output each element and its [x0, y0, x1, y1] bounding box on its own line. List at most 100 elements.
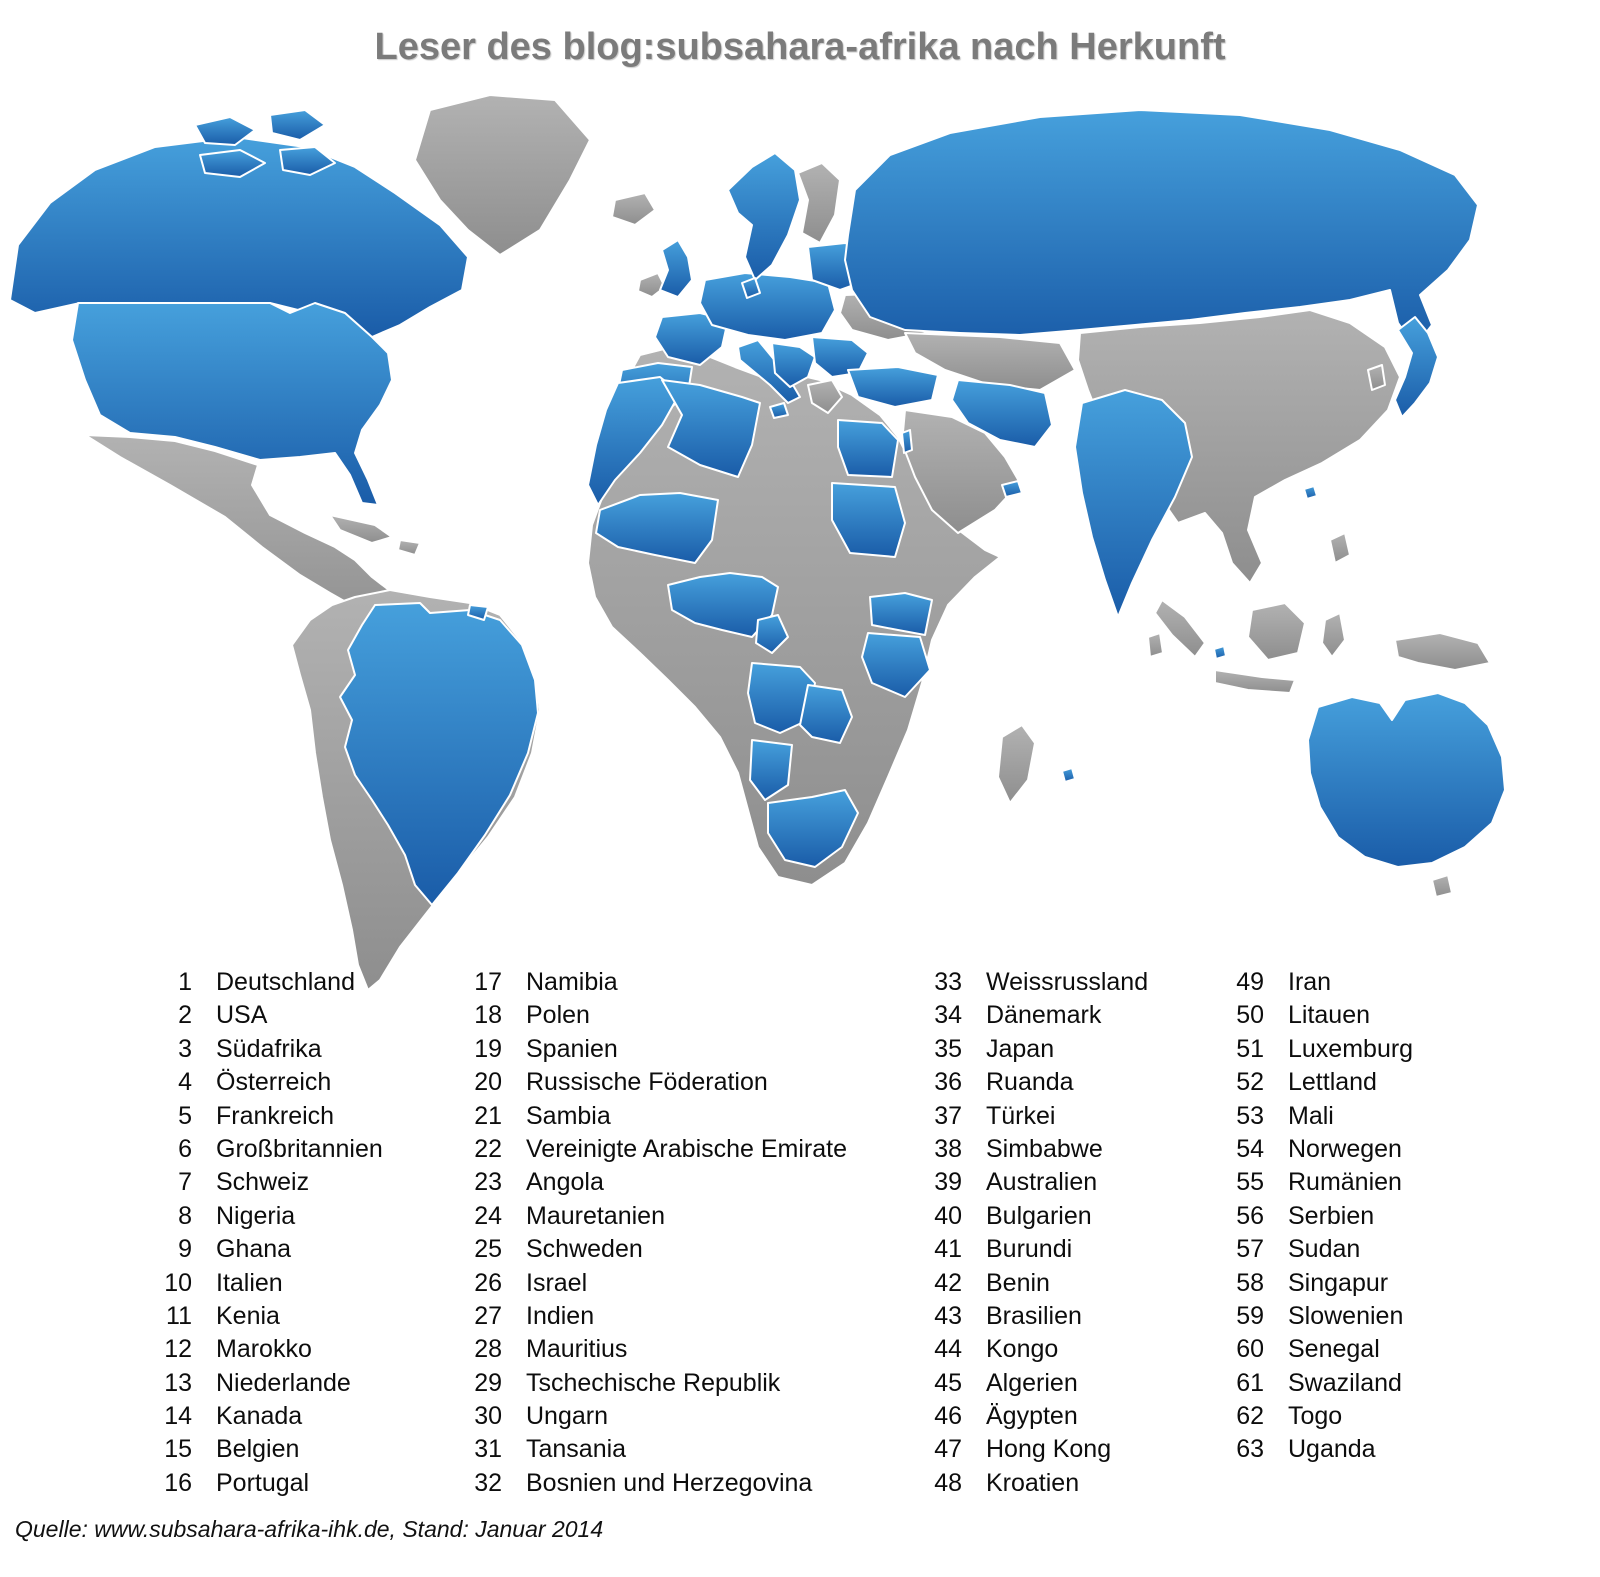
- legend-item-number: 26: [474, 1268, 502, 1297]
- legend-item-number: 34: [934, 1001, 962, 1030]
- legend-item-2: 2 USA: [150, 999, 455, 1032]
- chart-title: Leser des blog:subsahara-afrika nach Her…: [374, 26, 1226, 68]
- legend-item-number: 60: [1236, 1335, 1264, 1364]
- legend-item-number: 49: [1236, 968, 1264, 996]
- legend-item-label: Ghana: [216, 1235, 292, 1264]
- country-singapore: [1213, 645, 1227, 660]
- legend-item-18: 18 Polen: [460, 999, 905, 1032]
- canada-arctic-island-1: [194, 116, 256, 146]
- legend-item-32: 32 Bosnien und Herzegovina: [460, 1467, 905, 1500]
- country-iran: [951, 379, 1053, 448]
- legend-item-62: 62 Togo: [1222, 1400, 1562, 1433]
- legend-item-21: 21 Sambia: [460, 1100, 905, 1133]
- legend-item-number: 14: [164, 1402, 192, 1431]
- legend-item-number: 33: [934, 968, 962, 996]
- legend-item-label: Sudan: [1288, 1235, 1361, 1264]
- legend-item-label: Sambia: [526, 1101, 611, 1130]
- legend-item-43: 43 Brasilien: [920, 1300, 1220, 1333]
- legend-item-41: 41 Burundi: [920, 1233, 1220, 1266]
- legend-item-label: Tansania: [526, 1435, 627, 1464]
- legend-item-label: Mauritius: [526, 1335, 628, 1364]
- country-south-korea: [1367, 364, 1386, 391]
- legend-item-number: 56: [1236, 1201, 1264, 1230]
- legend-item-17: 17 Namibia: [460, 966, 905, 999]
- legend-item-61: 61 Swaziland: [1222, 1367, 1562, 1400]
- legend-item-number: 4: [178, 1068, 192, 1097]
- legend-item-label: Ägypten: [986, 1402, 1078, 1431]
- legend-item-label: Iran: [1288, 968, 1332, 996]
- legend-item-8: 8 Nigeria: [150, 1200, 455, 1233]
- legend-item-label: Togo: [1288, 1402, 1343, 1431]
- country-egypt: [837, 419, 899, 478]
- legend-item-label: Angola: [526, 1168, 604, 1197]
- legend-item-number: 1: [178, 968, 192, 996]
- legend-item-58: 58 Singapur: [1222, 1267, 1562, 1300]
- region-scandinavia: [727, 152, 801, 281]
- legend-item-number: 40: [934, 1201, 962, 1230]
- legend-item-12: 12 Marokko: [150, 1333, 455, 1366]
- legend-item-label: Uganda: [1288, 1435, 1376, 1464]
- legend-item-label: Russische Föderation: [526, 1068, 768, 1097]
- legend-item-number: 27: [474, 1301, 502, 1330]
- legend-item-label: Kanada: [216, 1402, 303, 1431]
- legend-item-label: Serbien: [1288, 1201, 1375, 1230]
- legend-item-number: 5: [178, 1101, 192, 1130]
- legend-item-11: 11 Kenia: [150, 1300, 455, 1333]
- legend-item-number: 10: [164, 1268, 192, 1297]
- legend-item-number: 46: [934, 1402, 962, 1431]
- legend-item-7: 7 Schweiz: [150, 1166, 455, 1199]
- legend-item-51: 51 Luxemburg: [1222, 1033, 1562, 1066]
- legend-item-label: USA: [216, 1001, 268, 1030]
- country-india: [1074, 389, 1193, 618]
- region-ghana-togo-benin-nigeria: [667, 572, 779, 638]
- legend-item-label: Nigeria: [216, 1201, 296, 1230]
- legend-item-57: 57 Sudan: [1222, 1233, 1562, 1266]
- island-hispaniola: [397, 539, 421, 556]
- canada-arctic-island-2: [269, 109, 326, 141]
- island-sri-lanka: [1147, 632, 1164, 658]
- legend-item-number: 3: [178, 1034, 192, 1063]
- legend-item-label: Namibia: [526, 968, 618, 996]
- legend-item-48: 48 Kroatien: [920, 1467, 1220, 1500]
- country-usa: [71, 302, 393, 506]
- legend-item-25: 25 Schweden: [460, 1233, 905, 1266]
- legend-item-1: 1 Deutschland: [150, 966, 455, 999]
- world-map-container: [0, 85, 1600, 1010]
- legend-item-label: Bosnien und Herzegovina: [526, 1468, 813, 1497]
- legend-item-number: 18: [474, 1001, 502, 1030]
- legend-item-number: 21: [474, 1101, 502, 1130]
- legend-item-42: 42 Benin: [920, 1267, 1220, 1300]
- country-iceland: [611, 192, 656, 226]
- legend-item-label: Slowenien: [1288, 1301, 1404, 1330]
- legend-item-number: 41: [934, 1235, 962, 1264]
- legend-item-label: Deutschland: [216, 968, 355, 996]
- legend-item-number: 51: [1236, 1034, 1264, 1063]
- region-uganda-kenya: [869, 592, 933, 636]
- legend-item-number: 35: [934, 1034, 962, 1063]
- legend-item-45: 45 Algerien: [920, 1367, 1220, 1400]
- legend-item-label: Portugal: [216, 1468, 310, 1497]
- legend-item-number: 36: [934, 1068, 962, 1097]
- country-finland: [797, 162, 841, 244]
- legend-item-number: 50: [1236, 1001, 1264, 1030]
- region-mauritania-mali-senegal: [595, 492, 719, 564]
- legend-item-label: Brasilien: [986, 1301, 1082, 1330]
- legend-item-label: Kroatien: [986, 1468, 1080, 1497]
- legend-item-label: Polen: [526, 1001, 590, 1030]
- country-ireland: [637, 272, 666, 298]
- legend-item-label: Tschechische Republik: [526, 1368, 781, 1397]
- legend-item-label: Benin: [986, 1268, 1050, 1297]
- legend-item-39: 39 Australien: [920, 1166, 1220, 1199]
- legend-item-label: Bulgarien: [986, 1201, 1092, 1230]
- legend-item-number: 24: [474, 1201, 502, 1230]
- legend-item-38: 38 Simbabwe: [920, 1133, 1220, 1166]
- legend-item-number: 52: [1236, 1068, 1264, 1097]
- region-south-africa-swaziland: [767, 789, 859, 868]
- legend-item-label: Dänemark: [986, 1001, 1102, 1030]
- legend-item-label: Mauretanien: [526, 1201, 665, 1230]
- country-algeria: [661, 379, 761, 478]
- legend-item-59: 59 Slowenien: [1222, 1300, 1562, 1333]
- legend-item-37: 37 Türkei: [920, 1100, 1220, 1133]
- legend-item-number: 54: [1236, 1134, 1264, 1163]
